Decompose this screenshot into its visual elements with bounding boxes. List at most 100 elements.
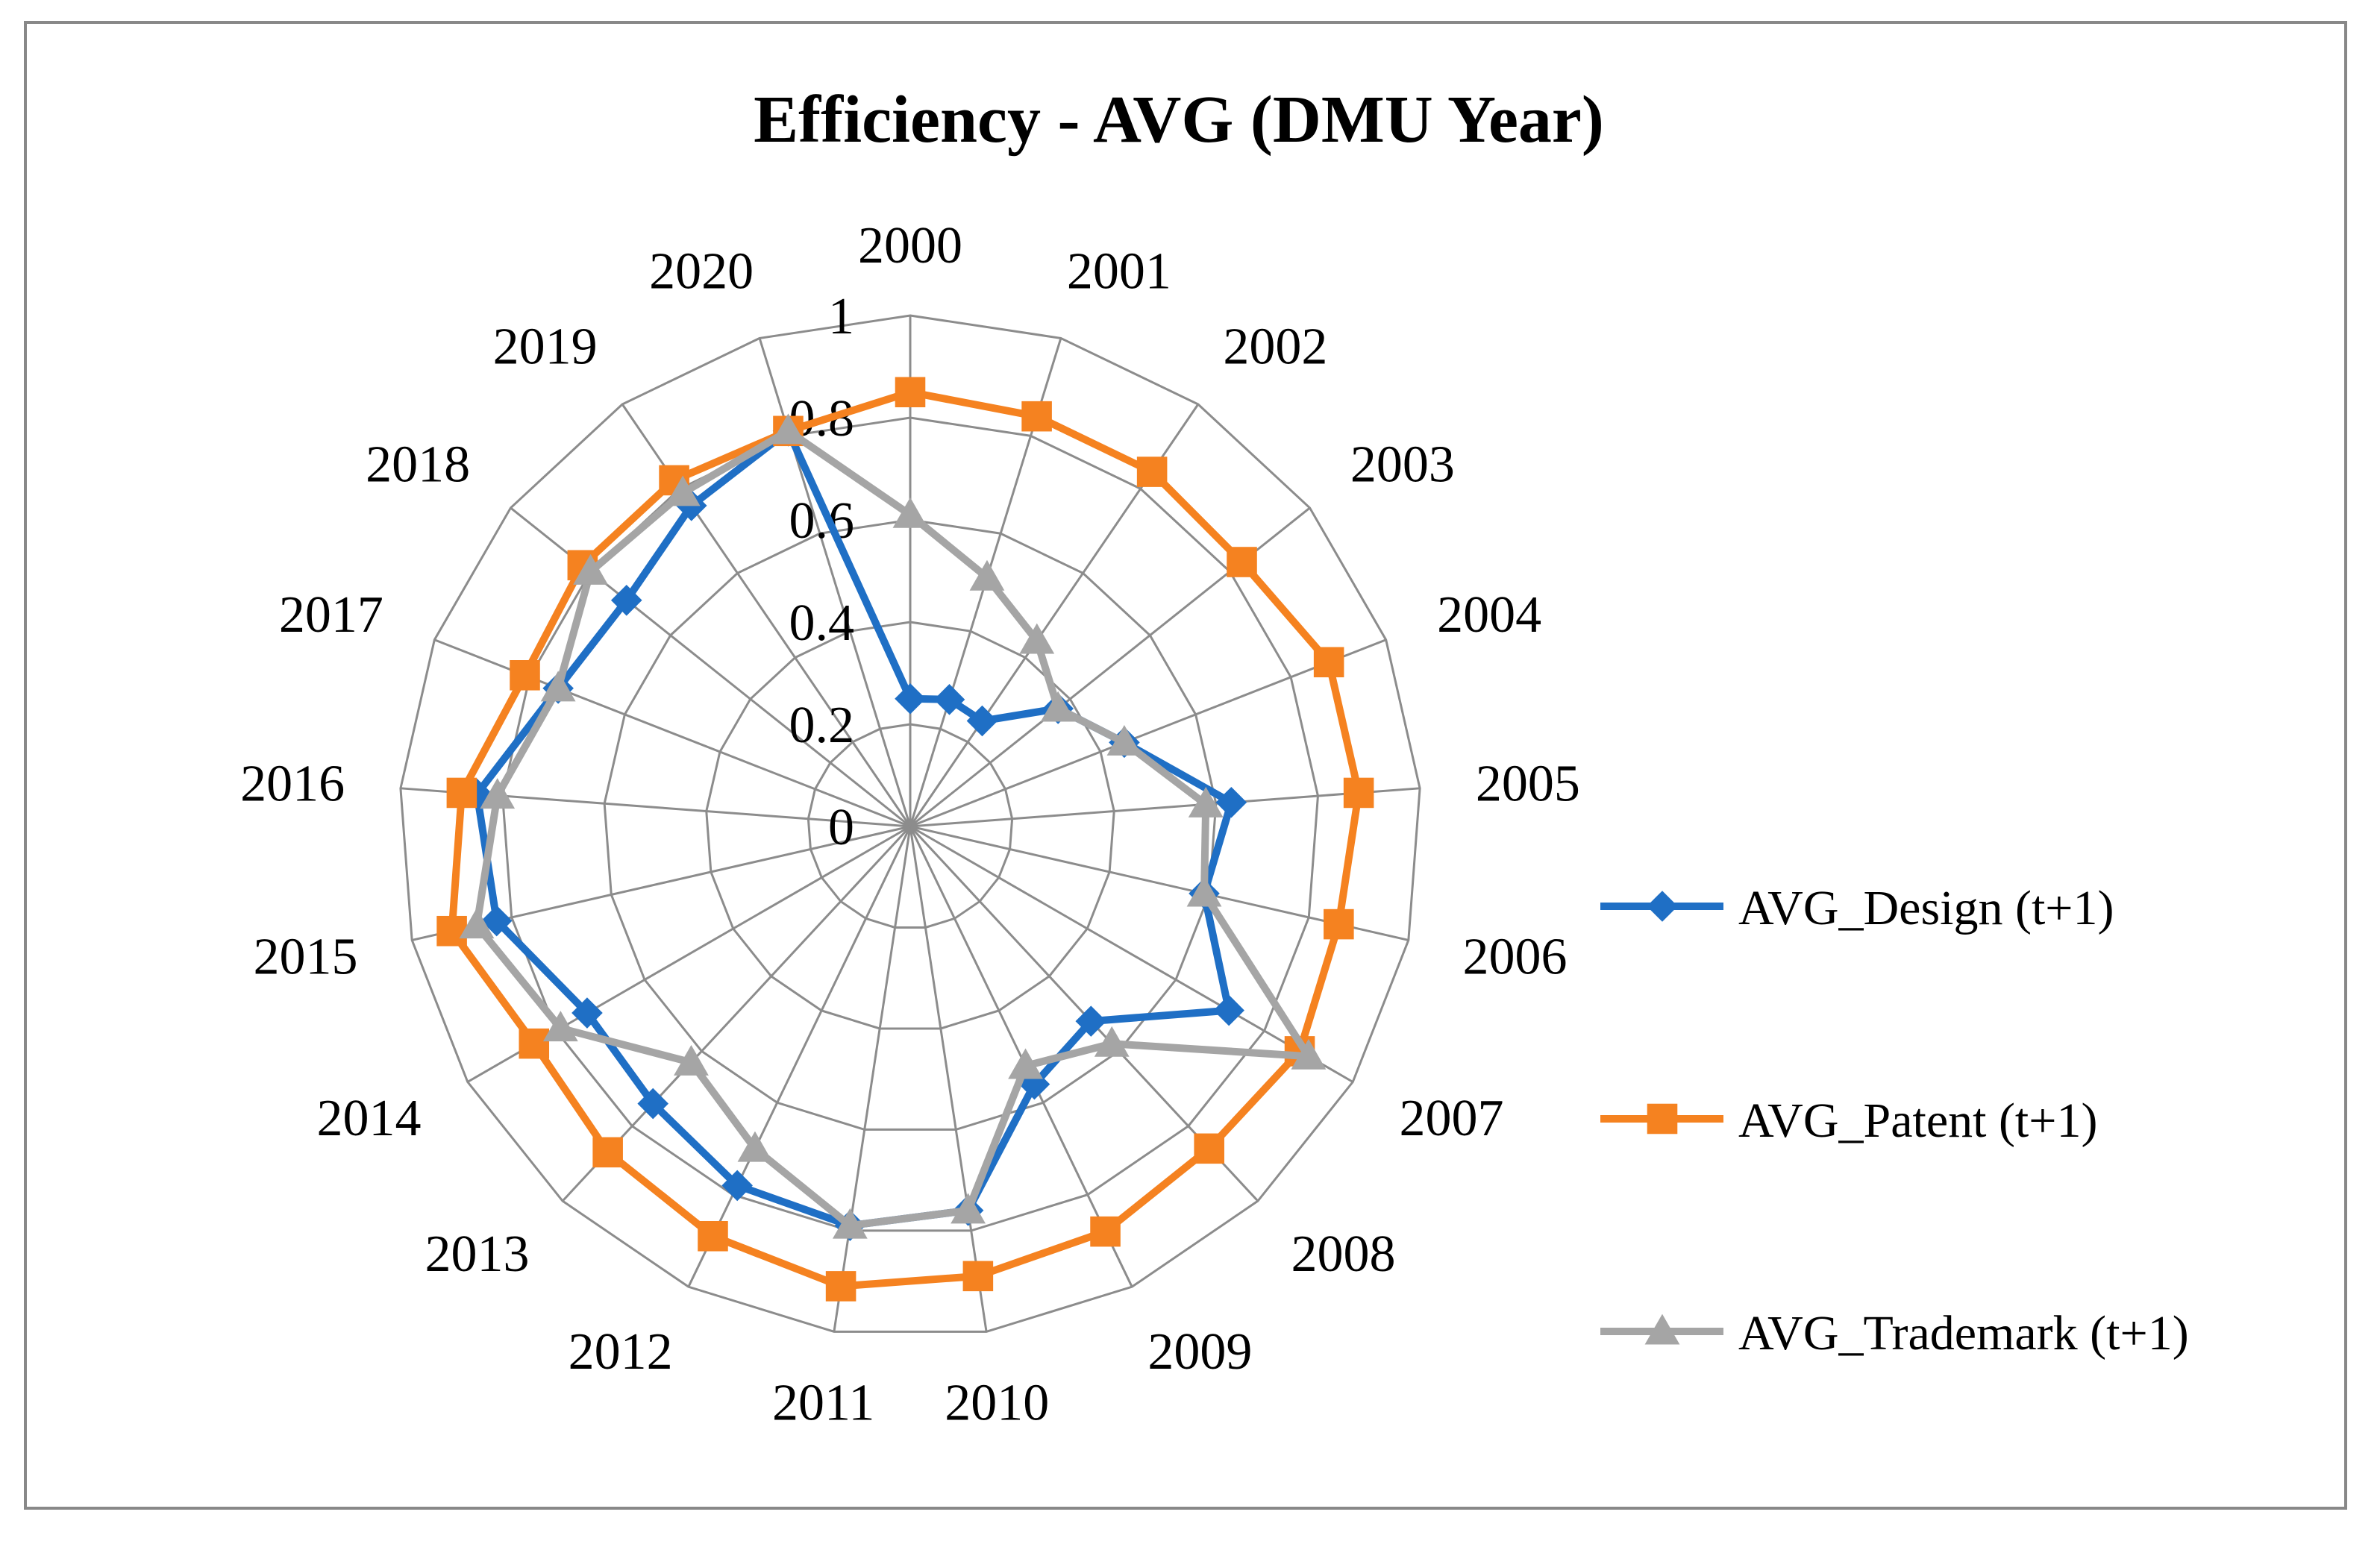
- data-point-2007: [1291, 1038, 1327, 1070]
- grid-spoke-2012: [687, 826, 912, 1287]
- grid-ring-4: [501, 416, 1319, 1232]
- category-label-2011: 2011: [772, 1374, 874, 1431]
- series-line: [472, 427, 1312, 1230]
- category-label-2015: 2015: [254, 929, 358, 986]
- data-point-2004: [1313, 647, 1344, 678]
- legend-marker: [1647, 1103, 1678, 1135]
- series-line: [448, 388, 1363, 1290]
- data-point-2005: [1188, 786, 1224, 817]
- category-label-2002: 2002: [1223, 318, 1327, 376]
- data-point-2017: [540, 671, 576, 702]
- radial-tick-label: 0: [828, 799, 854, 856]
- radar-grid: [399, 314, 1421, 1333]
- category-label-2017: 2017: [279, 586, 383, 644]
- data-point-2008: [1094, 1026, 1130, 1057]
- data-point-2012: [721, 1170, 753, 1202]
- legend-item: AVG_Design (t+1): [1600, 881, 2114, 935]
- data-point-2011: [825, 1271, 857, 1302]
- data-point-2019: [665, 475, 701, 506]
- data-point-2000: [892, 497, 928, 528]
- category-label-2013: 2013: [425, 1226, 529, 1283]
- legend-item: AVG_Trademark (t+1): [1600, 1306, 2189, 1361]
- category-label-2019: 2019: [493, 318, 598, 376]
- grid-spoke-2010: [909, 826, 988, 1332]
- radial-tick-label: 1: [828, 288, 854, 345]
- category-labels: 2000 2001 2002 2003 2004 2005 2006 2007 2008 2009…: [240, 217, 1580, 1431]
- data-point-2010: [951, 1193, 986, 1224]
- data-point-2003: [1227, 547, 1257, 577]
- data-point-2005: [1215, 786, 1247, 818]
- data-point-2004: [1106, 724, 1142, 756]
- data-point-2006: [1324, 908, 1354, 940]
- data-point-2014: [571, 997, 603, 1029]
- category-label-2014: 2014: [317, 1090, 422, 1147]
- data-point-2018: [573, 553, 608, 585]
- category-label-2016: 2016: [240, 756, 345, 813]
- data-point-2009: [1008, 1048, 1043, 1079]
- data-point-2001: [969, 559, 1005, 591]
- legend: AVG_Design (t+1) AVG_Patent (t+1) AVG_Trad…: [1600, 881, 2189, 1361]
- chart-frame: [24, 21, 2347, 1510]
- data-point-2002: [1019, 623, 1055, 654]
- series-group: [436, 377, 1374, 1302]
- grid-ring-5: [399, 314, 1421, 1333]
- data-point-2016: [480, 778, 516, 809]
- chart-title: Efficiency - AVG (DMU Year): [754, 83, 1604, 157]
- radial-tick-label: 0.4: [789, 594, 855, 652]
- data-point-2010: [962, 1261, 994, 1292]
- category-label-2007: 2007: [1399, 1090, 1503, 1147]
- data-point-2014: [519, 1028, 550, 1059]
- legend-marker: [1644, 1314, 1680, 1345]
- data-point-2001: [933, 684, 965, 715]
- category-label-2005: 2005: [1476, 756, 1580, 813]
- data-point-2013: [592, 1137, 623, 1168]
- category-label-2018: 2018: [366, 436, 470, 494]
- data-point-2008: [1075, 1005, 1107, 1037]
- data-point-2017: [510, 660, 540, 691]
- data-point-2007: [1213, 994, 1244, 1026]
- data-point-2009: [1090, 1216, 1121, 1247]
- legend-label: AVG_Patent (t+1): [1738, 1093, 2097, 1148]
- category-label-2003: 2003: [1350, 436, 1455, 494]
- legend-marker: [1647, 891, 1678, 922]
- category-label-2004: 2004: [1437, 586, 1541, 644]
- legend-label: AVG_Trademark (t+1): [1738, 1306, 2189, 1361]
- grid-ring-1: [807, 723, 1014, 929]
- grid-spoke-2004: [909, 638, 1387, 828]
- category-label-2012: 2012: [569, 1323, 673, 1381]
- grid-spoke-2011: [833, 826, 912, 1332]
- radial-tick-label: 0.2: [789, 697, 855, 754]
- data-point-2002: [1136, 456, 1168, 487]
- grid-spoke-2005: [909, 787, 1421, 828]
- data-point-2011: [832, 1208, 868, 1239]
- data-point-2014: [542, 1011, 578, 1042]
- category-label-2001: 2001: [1067, 243, 1171, 301]
- data-point-2008: [1194, 1133, 1224, 1164]
- data-point-2000: [895, 377, 926, 408]
- category-label-2020: 2020: [649, 243, 754, 301]
- data-point-2015: [459, 908, 495, 939]
- legend-item: AVG_Patent (t+1): [1600, 1093, 2097, 1148]
- data-point-2018: [610, 584, 642, 616]
- grid-spoke-2007: [909, 825, 1353, 1083]
- data-point-2013: [637, 1088, 669, 1120]
- legend-label: AVG_Design (t+1): [1738, 881, 2114, 935]
- category-label-2000: 2000: [858, 217, 962, 274]
- data-point-2006: [1186, 876, 1222, 907]
- data-point-2020: [771, 413, 806, 445]
- data-point-2013: [674, 1044, 709, 1076]
- data-point-2005: [1343, 777, 1374, 809]
- radial-tick-labels: 00.20.40.60.81: [789, 288, 855, 856]
- data-point-2003: [1040, 691, 1076, 722]
- category-label-2008: 2008: [1291, 1226, 1396, 1283]
- data-point-2015: [480, 905, 513, 937]
- data-point-2015: [436, 915, 467, 947]
- category-label-2010: 2010: [945, 1374, 1049, 1431]
- grid-ring-3: [603, 518, 1218, 1131]
- data-point-2012: [698, 1220, 728, 1252]
- category-label-2006: 2006: [1462, 929, 1567, 986]
- data-point-2000: [895, 682, 926, 715]
- category-label-2009: 2009: [1147, 1323, 1252, 1381]
- data-point-2001: [1021, 401, 1052, 432]
